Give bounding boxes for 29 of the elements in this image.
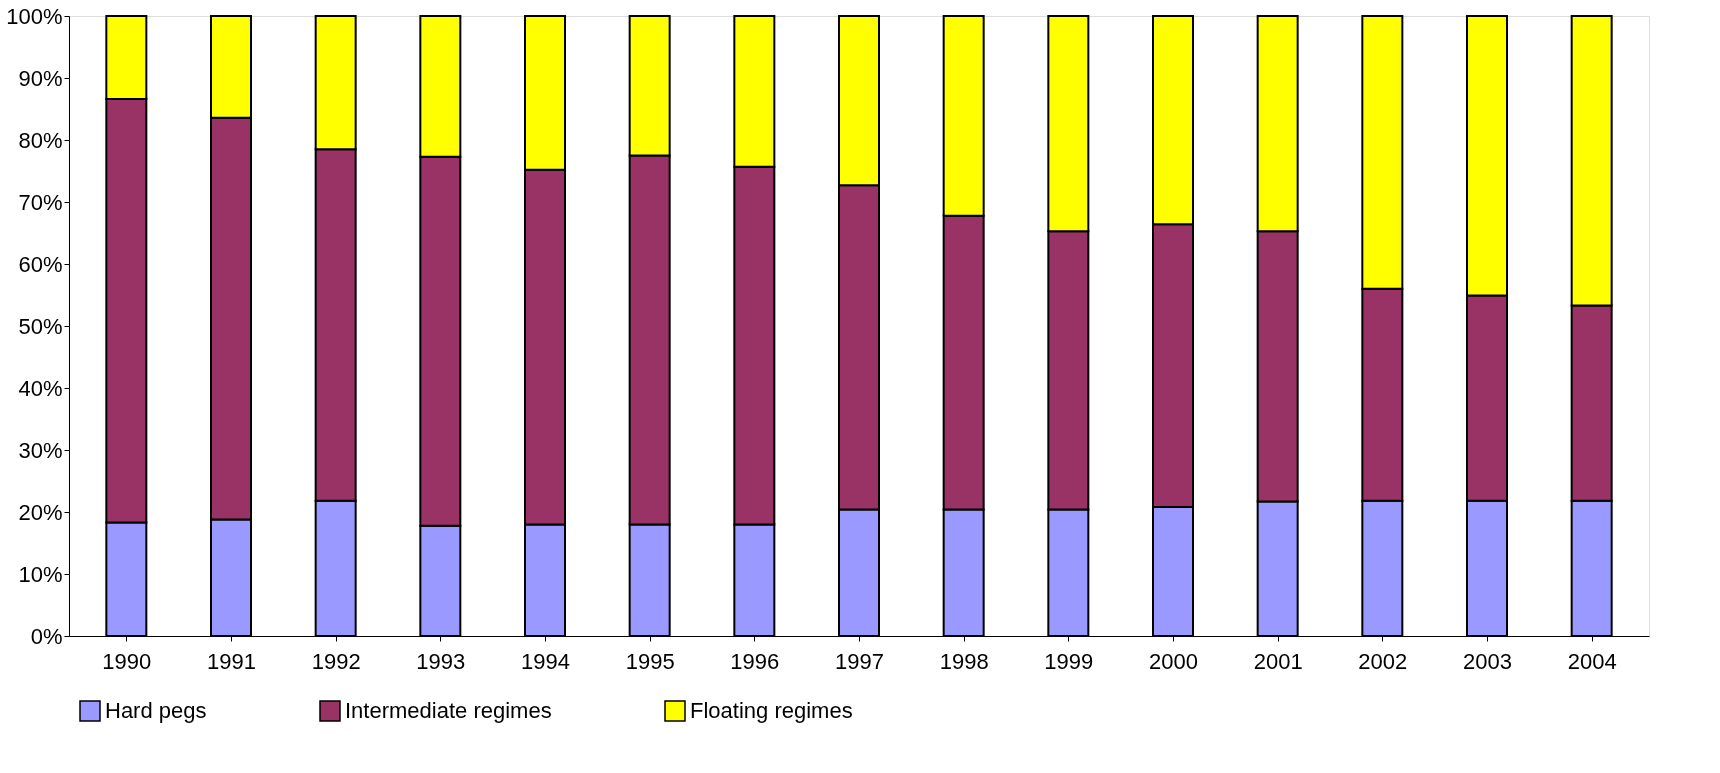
y-tick-label: 100% bbox=[6, 3, 63, 29]
x-tick-label: 1995 bbox=[625, 648, 675, 674]
x-tick-label: 2003 bbox=[1463, 648, 1512, 674]
y-tick-label: 90% bbox=[18, 65, 63, 91]
y-tick-label: 30% bbox=[18, 437, 63, 463]
y-tick-label: 70% bbox=[18, 189, 63, 215]
x-tick-label: 1992 bbox=[311, 648, 361, 674]
legend-label: Hard pegs bbox=[105, 698, 207, 723]
x-tick-label: 1999 bbox=[1044, 648, 1094, 674]
x-tick-label: 2000 bbox=[1149, 648, 1198, 674]
y-tick-label: 50% bbox=[18, 313, 63, 339]
x-tick-label: 2004 bbox=[1567, 648, 1617, 674]
legend-label: Intermediate regimes bbox=[345, 698, 552, 723]
x-tick-label: 2001 bbox=[1253, 648, 1303, 674]
x-tick-label: 1998 bbox=[939, 648, 989, 674]
x-tick-label: 1991 bbox=[207, 648, 256, 674]
x-tick-label: 1997 bbox=[835, 648, 884, 674]
x-tick-label: 1996 bbox=[730, 648, 780, 674]
y-tick-label: 20% bbox=[18, 499, 63, 525]
x-tick-label: 2002 bbox=[1358, 648, 1408, 674]
y-tick-label: 60% bbox=[18, 251, 63, 277]
x-tick-label: 1994 bbox=[521, 648, 570, 674]
x-tick-label: 1993 bbox=[416, 648, 466, 674]
y-tick-label: 10% bbox=[18, 561, 63, 587]
y-tick-label: 0% bbox=[30, 623, 63, 649]
x-tick-label: 1990 bbox=[102, 648, 152, 674]
y-tick-label: 40% bbox=[18, 375, 63, 401]
y-tick-label: 80% bbox=[18, 127, 63, 153]
legend-label: Floating regimes bbox=[690, 698, 853, 723]
